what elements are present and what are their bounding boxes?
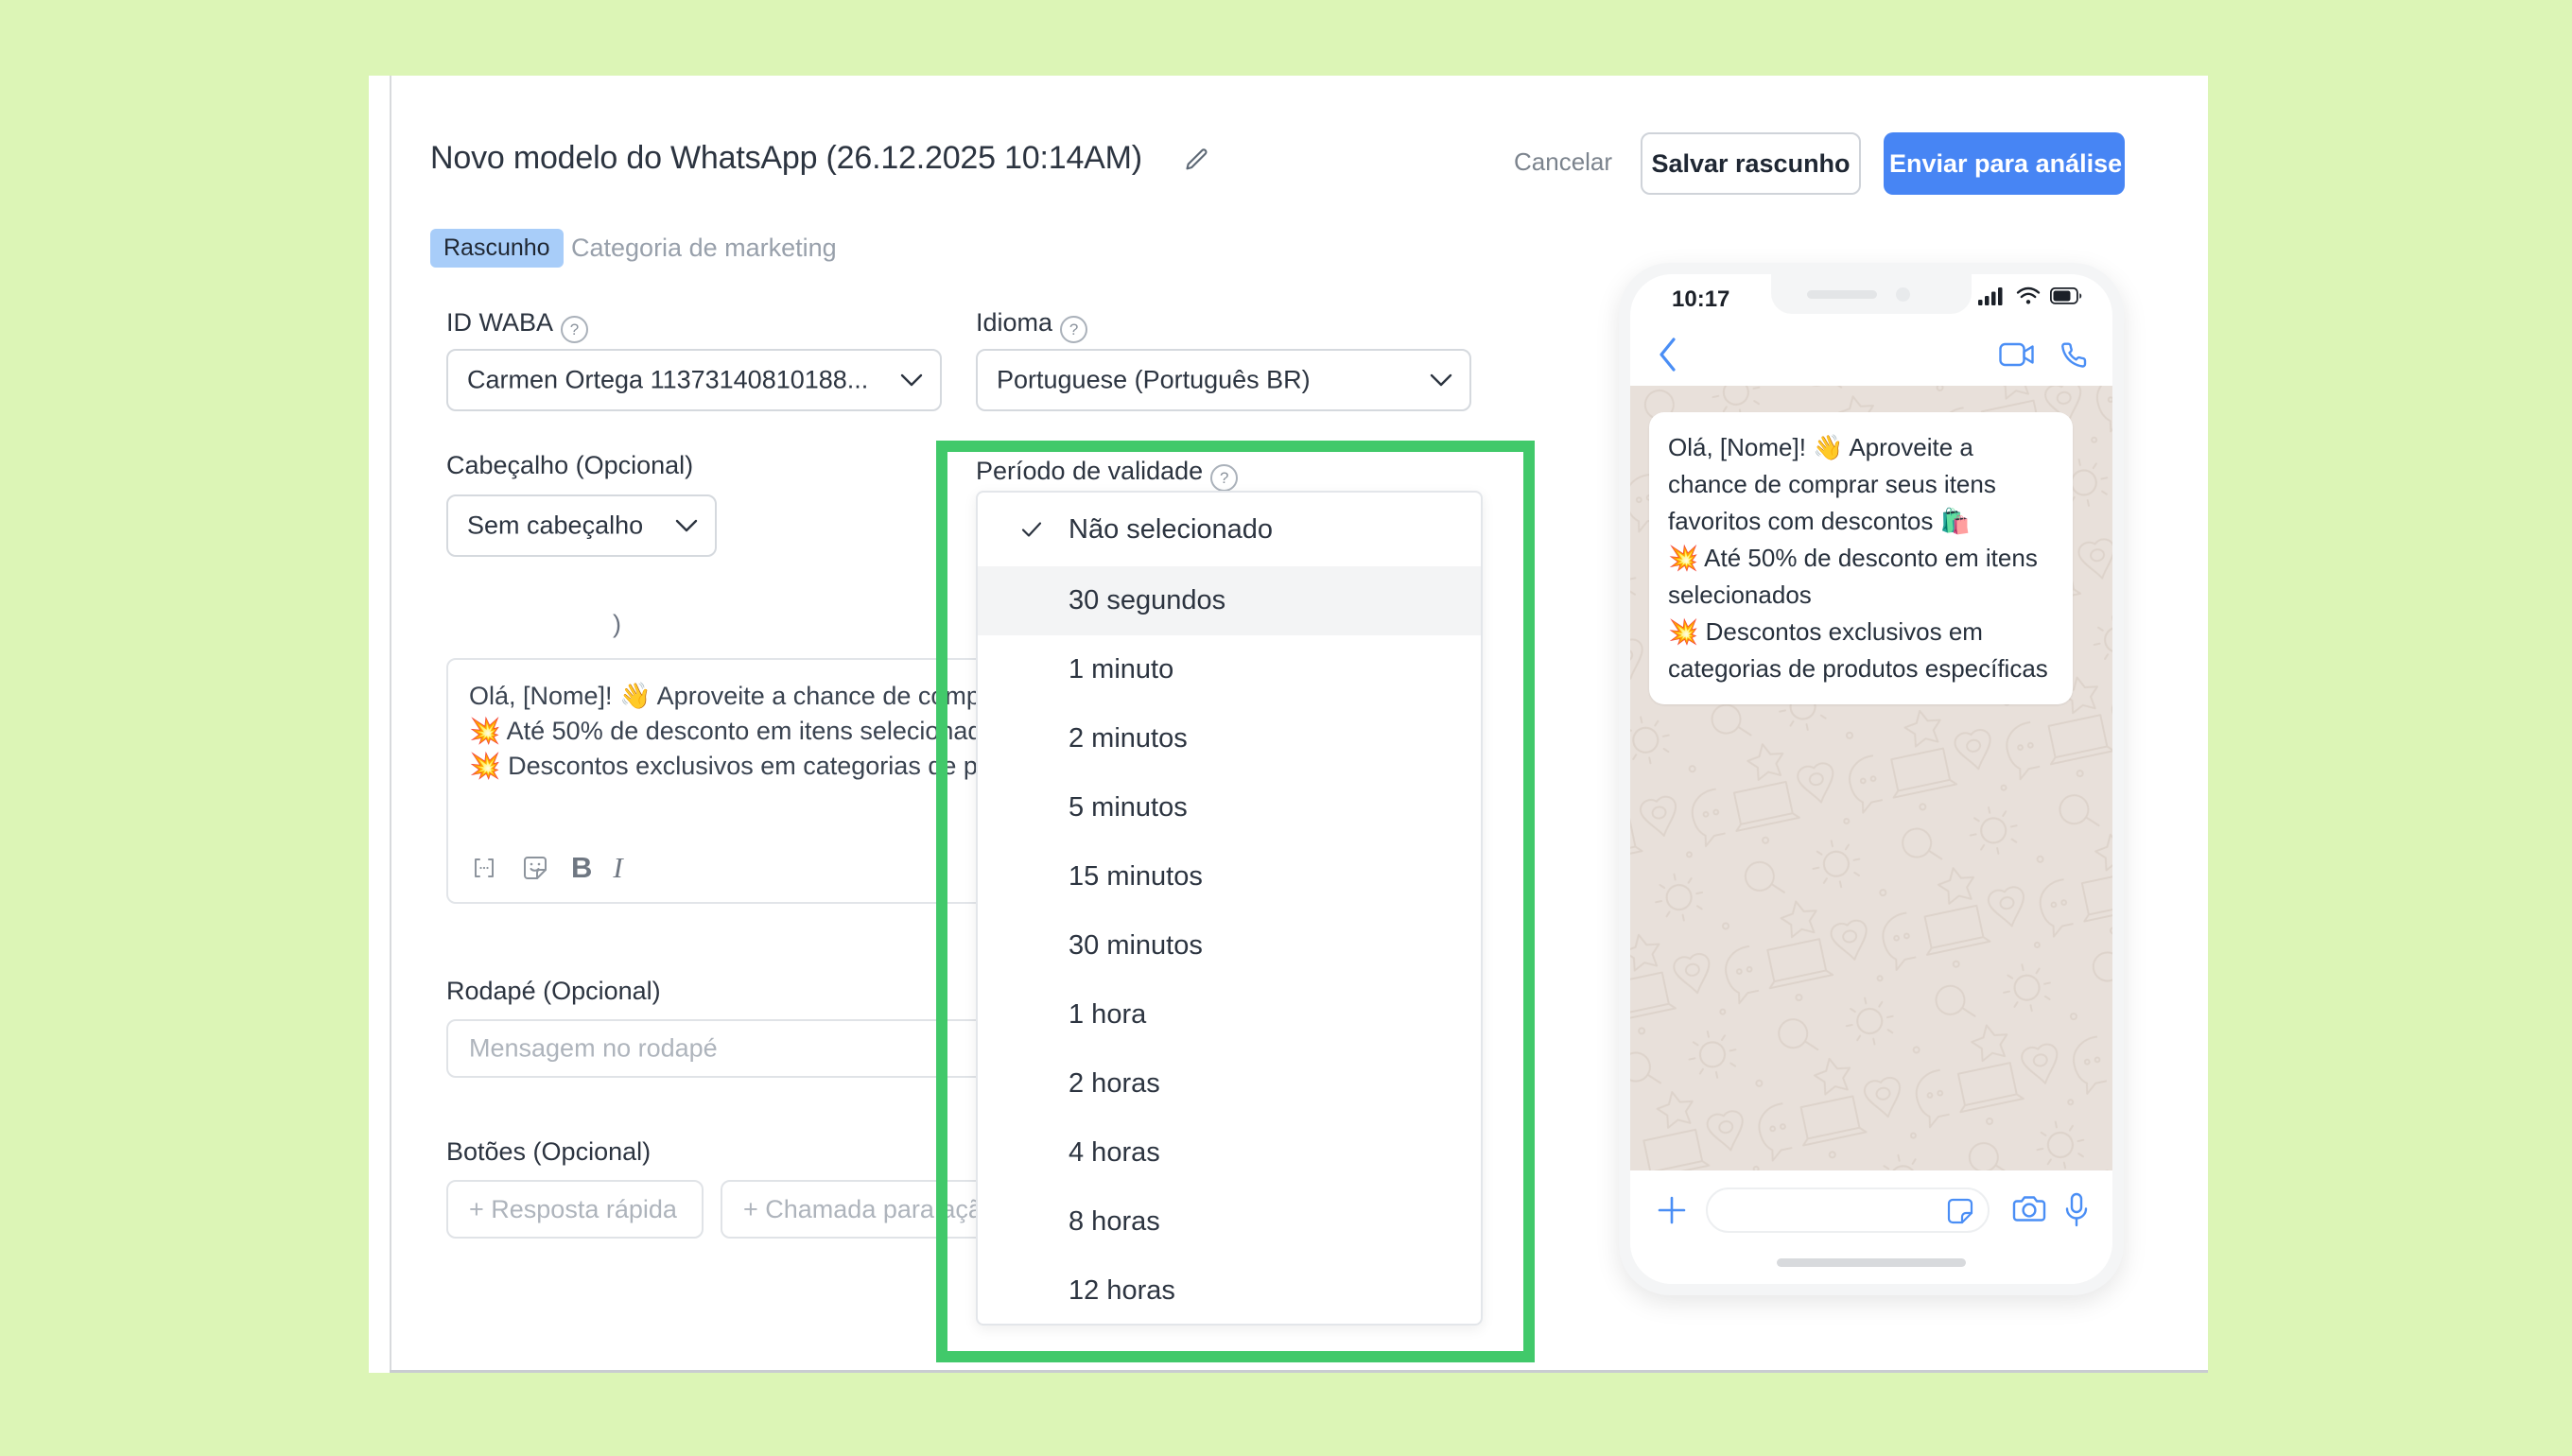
phone-screen: 10:17 — [1630, 274, 2112, 1284]
add-quick-reply-button[interactable]: + Resposta rápida — [446, 1180, 704, 1239]
save-draft-button[interactable]: Salvar rascunho — [1641, 132, 1861, 195]
phone-status-bar: 10:17 — [1630, 274, 2112, 323]
validity-dropdown-list[interactable]: Não selecionado 30 segundos 1 minuto 2 m… — [976, 491, 1483, 1326]
signal-bars-icon — [1978, 286, 2007, 306]
dropdown-option-label: 30 segundos — [1069, 585, 1226, 615]
camera-icon[interactable] — [2012, 1193, 2046, 1227]
waba-label: ID WABA? — [446, 308, 589, 343]
home-indicator — [1777, 1258, 1966, 1267]
dropdown-option-label: 1 minuto — [1069, 654, 1174, 685]
language-label: Idioma? — [976, 308, 1088, 343]
dropdown-option-label: 2 minutos — [1069, 723, 1188, 754]
dropdown-option-label: 4 horas — [1069, 1137, 1160, 1168]
validity-label: Período de validade? — [976, 457, 1239, 492]
language-select-value: Portuguese (Português BR) — [997, 365, 1311, 394]
chevron-left-icon[interactable] — [1657, 337, 1679, 373]
waba-select-value: Carmen Ortega 11373140810188... — [467, 365, 869, 394]
dropdown-option-8-horas[interactable]: 8 horas — [978, 1187, 1481, 1257]
dropdown-option-nao-selecionado[interactable]: Não selecionado — [978, 493, 1481, 566]
submit-for-review-button[interactable]: Enviar para análise — [1884, 132, 2125, 195]
dropdown-option-label: Não selecionado — [1069, 514, 1274, 545]
language-label-text: Idioma — [976, 308, 1053, 337]
dropdown-option-label: 1 hora — [1069, 999, 1147, 1030]
dropdown-option-1-minuto[interactable]: 1 minuto — [978, 635, 1481, 704]
footer-input-placeholder: Mensagem no rodapé — [469, 1033, 718, 1063]
sticker-icon[interactable] — [1946, 1197, 1974, 1225]
footer-field-label: Rodapé (Opcional) — [446, 977, 661, 1005]
question-mark-icon[interactable]: ? — [561, 316, 589, 343]
chat-nav-actions — [1999, 340, 2088, 369]
sticker-smiley-icon[interactable] — [520, 853, 550, 883]
wifi-icon — [2016, 286, 2041, 305]
chat-nav-bar — [1630, 323, 2112, 386]
card-bottom-divider — [390, 1370, 2208, 1373]
validity-label-text: Período de validade — [976, 457, 1204, 485]
waba-label-text: ID WABA — [446, 308, 554, 337]
speaker-grille — [1807, 290, 1877, 299]
microphone-icon[interactable] — [2063, 1191, 2090, 1229]
status-time: 10:17 — [1672, 286, 1730, 312]
chevron-down-icon — [1430, 373, 1452, 387]
variable-brackets-icon[interactable] — [469, 853, 499, 883]
dropdown-option-4-horas[interactable]: 4 horas — [978, 1118, 1481, 1187]
dropdown-option-12-horas[interactable]: 12 horas — [978, 1257, 1481, 1324]
check-icon — [1019, 517, 1044, 542]
phone-notch — [1771, 274, 1972, 314]
dropdown-option-15-minutos[interactable]: 15 minutos — [978, 842, 1481, 911]
page-title: Novo modelo do WhatsApp (26.12.2025 10:1… — [430, 140, 1142, 176]
header-field-label: Cabeçalho (Opcional) — [446, 451, 694, 479]
pencil-icon[interactable] — [1184, 147, 1210, 173]
status-icons — [1978, 286, 2082, 306]
waba-select[interactable]: Carmen Ortega 11373140810188... — [446, 349, 942, 411]
question-mark-icon[interactable]: ? — [1060, 316, 1088, 343]
chevron-down-icon — [900, 373, 923, 387]
editor-toolbar: B I — [469, 851, 623, 885]
dropdown-option-2-minutos[interactable]: 2 minutos — [978, 704, 1481, 773]
category-label: Categoria de marketing — [571, 234, 837, 262]
plus-icon[interactable] — [1655, 1193, 1689, 1227]
italic-button[interactable]: I — [613, 851, 623, 884]
body-label-fragment: ) — [613, 610, 621, 638]
message-input[interactable] — [1706, 1187, 1990, 1233]
dropdown-option-label: 8 horas — [1069, 1206, 1160, 1237]
chevron-down-icon — [675, 519, 698, 532]
dropdown-option-1-hora[interactable]: 1 hora — [978, 980, 1481, 1049]
dropdown-option-label: 2 horas — [1069, 1068, 1160, 1099]
buttons-field-label: Botões (Opcional) — [446, 1137, 652, 1166]
bold-button[interactable]: B — [571, 851, 593, 884]
status-badge: Rascunho — [430, 229, 564, 268]
dropdown-option-label: 5 minutos — [1069, 792, 1188, 823]
question-mark-icon[interactable]: ? — [1210, 464, 1239, 492]
dropdown-option-30-minutos[interactable]: 30 minutos — [978, 911, 1481, 980]
header-field-value: Sem cabeçalho — [467, 511, 644, 540]
front-camera-icon — [1896, 287, 1910, 302]
language-select[interactable]: Portuguese (Português BR) — [976, 349, 1471, 411]
phone-preview: 10:17 — [1619, 263, 2124, 1295]
chat-composer — [1630, 1170, 2112, 1284]
dropdown-option-label: 30 minutos — [1069, 930, 1203, 961]
chat-canvas: Olá, [Nome]! 👋 Aproveite a chance de com… — [1630, 386, 2112, 1170]
video-camera-icon[interactable] — [1999, 341, 2035, 368]
dropdown-option-30-segundos[interactable]: 30 segundos — [978, 566, 1481, 635]
dropdown-option-label: 12 horas — [1069, 1275, 1175, 1306]
preview-message-bubble: Olá, [Nome]! 👋 Aproveite a chance de com… — [1649, 412, 2073, 704]
dropdown-option-label: 15 minutos — [1069, 861, 1203, 892]
dropdown-option-2-horas[interactable]: 2 horas — [978, 1049, 1481, 1118]
battery-icon — [2050, 287, 2082, 304]
phone-icon[interactable] — [2059, 340, 2088, 369]
cancel-button[interactable]: Cancelar — [1514, 147, 1613, 176]
header-field-select[interactable]: Sem cabeçalho — [446, 494, 717, 557]
dropdown-option-5-minutos[interactable]: 5 minutos — [978, 773, 1481, 842]
